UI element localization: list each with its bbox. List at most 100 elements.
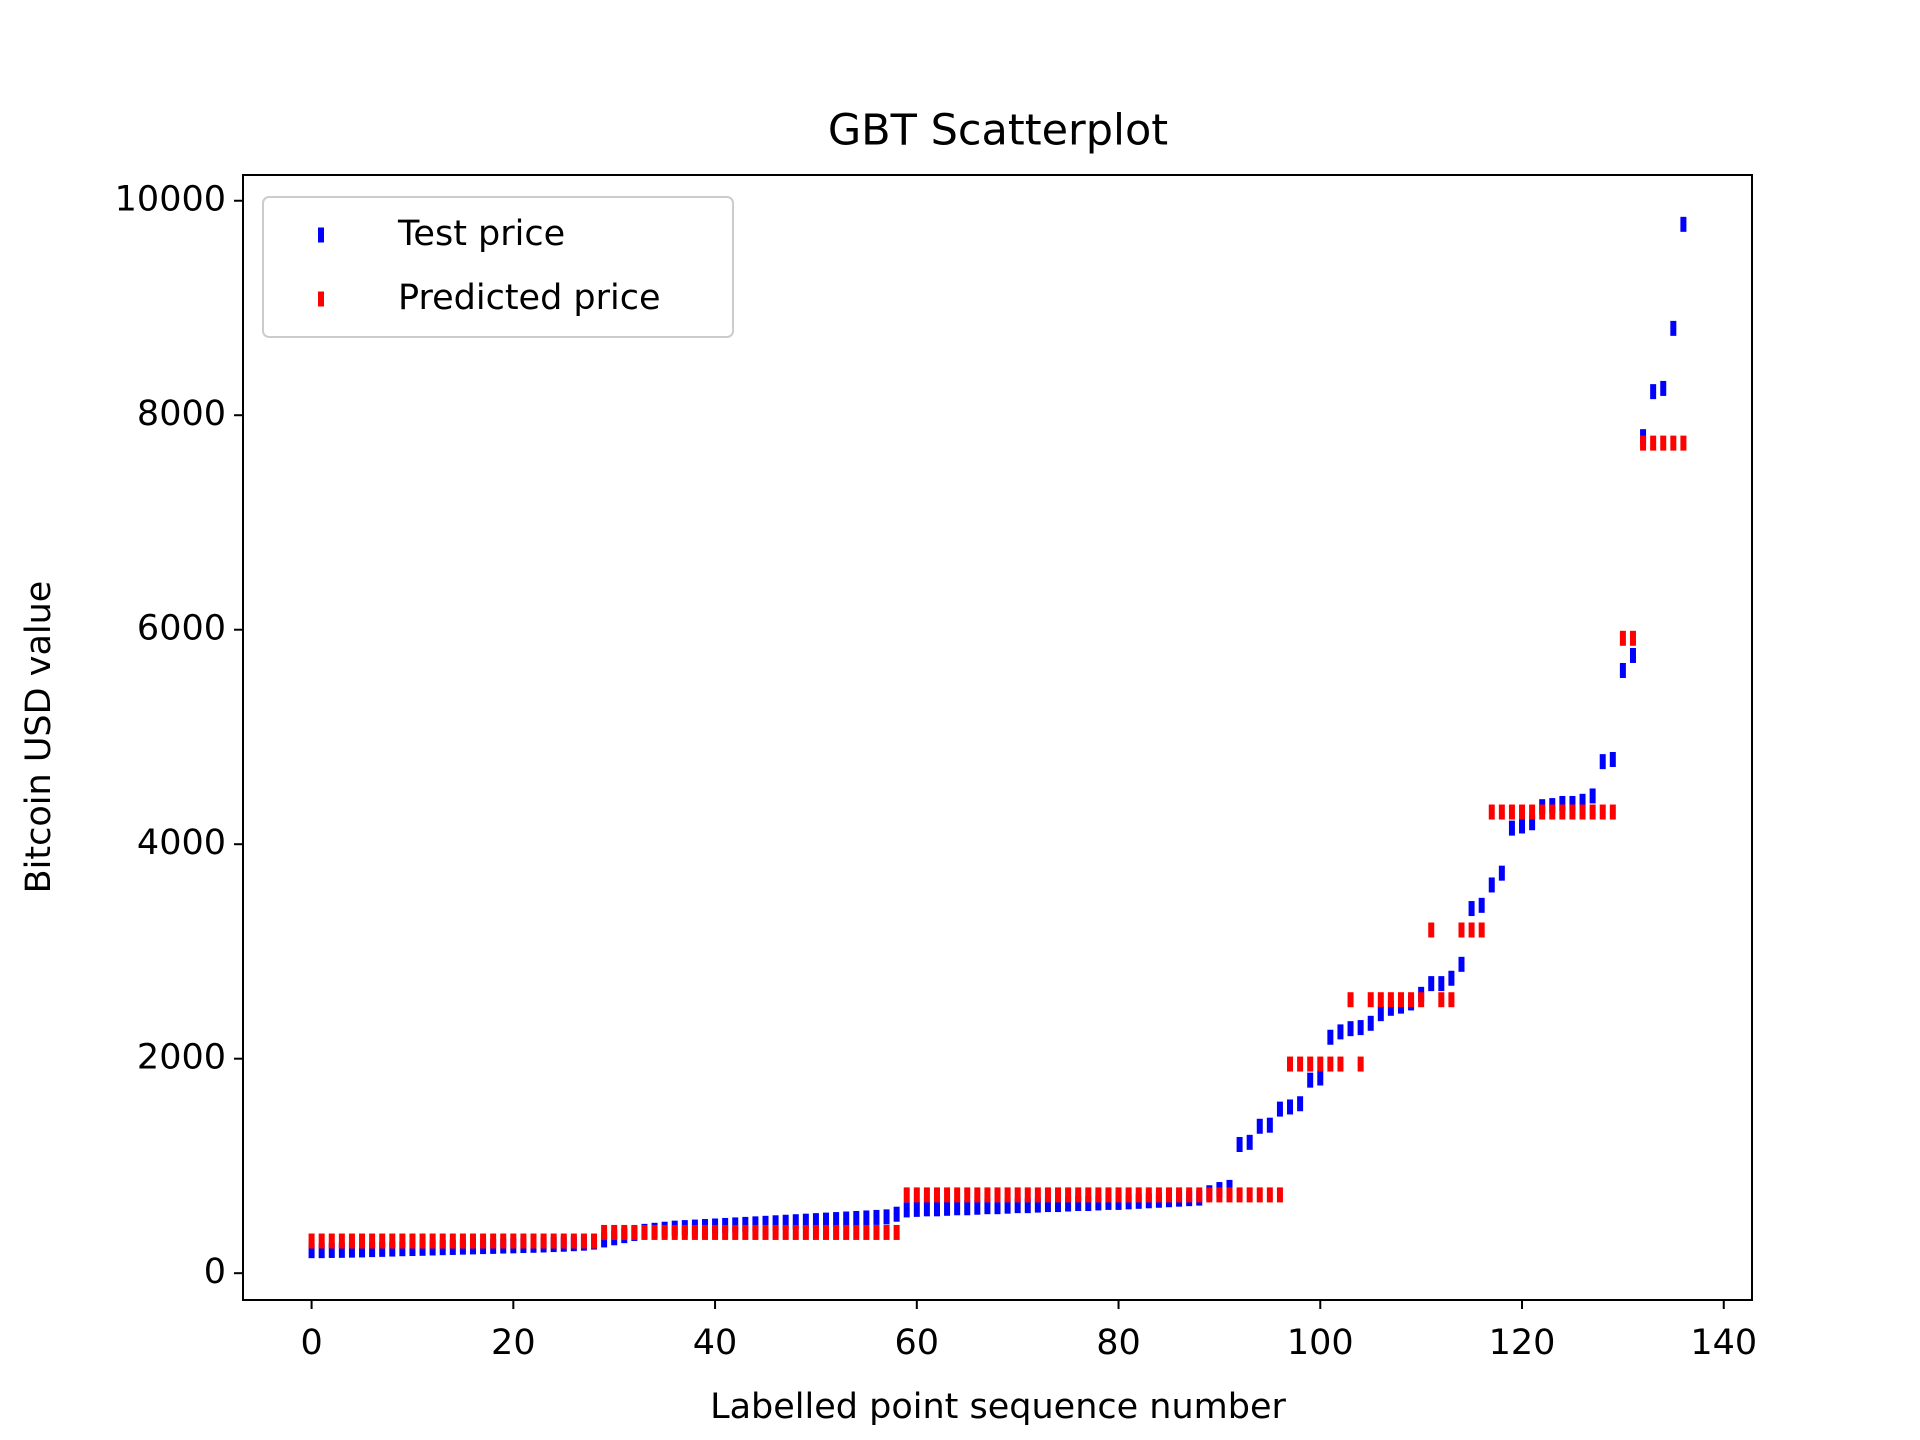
data-point (490, 1233, 497, 1249)
data-point (1367, 992, 1374, 1008)
data-point (1609, 751, 1616, 767)
data-point (1105, 1187, 1112, 1203)
data-point (1186, 1187, 1193, 1203)
data-point (1236, 1136, 1243, 1152)
data-point (1448, 992, 1455, 1008)
data-point (661, 1224, 668, 1240)
data-point (1478, 897, 1485, 913)
data-point (933, 1201, 940, 1217)
data-point (752, 1216, 759, 1232)
data-point (712, 1224, 719, 1240)
data-point (1337, 1056, 1344, 1072)
y-tick-label: 0 (204, 1252, 226, 1292)
data-point (1519, 804, 1526, 820)
data-point (1559, 804, 1566, 820)
data-point (1640, 435, 1647, 451)
data-point (1055, 1197, 1062, 1213)
data-point (459, 1233, 466, 1249)
data-point (1095, 1195, 1102, 1211)
data-point (1377, 992, 1384, 1008)
data-point (792, 1214, 799, 1230)
data-point (1014, 1198, 1021, 1214)
data-point (1105, 1194, 1112, 1210)
data-point (954, 1187, 961, 1203)
data-point (1418, 992, 1425, 1008)
data-point (1397, 992, 1404, 1008)
data-point (1034, 1197, 1041, 1213)
data-point (853, 1210, 860, 1226)
data-point (1609, 804, 1616, 820)
data-point (1549, 804, 1556, 820)
data-point (1387, 1000, 1394, 1016)
x-tick-label: 40 (693, 1323, 738, 1363)
data-point (1256, 1187, 1263, 1203)
data-point (1297, 1056, 1304, 1072)
data-point (1327, 1056, 1334, 1072)
data-point (1266, 1187, 1273, 1203)
data-point (1650, 384, 1657, 400)
data-point (591, 1233, 598, 1249)
data-point (843, 1211, 850, 1227)
data-point (1004, 1187, 1011, 1203)
data-point (379, 1241, 386, 1257)
y-axis-label: Bitcoin USD value (19, 581, 59, 894)
data-point (1589, 804, 1596, 820)
data-point (802, 1224, 809, 1240)
data-point (1650, 435, 1657, 451)
data-point (1428, 922, 1435, 938)
data-point (1236, 1187, 1243, 1203)
data-point (570, 1233, 577, 1249)
data-point (1508, 804, 1515, 820)
data-point (1024, 1187, 1031, 1203)
data-point (883, 1224, 890, 1240)
data-point (1498, 804, 1505, 820)
legend-marker (318, 291, 324, 307)
data-point (1307, 1072, 1314, 1088)
data-point (1075, 1195, 1082, 1211)
data-point (1680, 216, 1687, 232)
data-point (409, 1241, 416, 1257)
data-point (1629, 647, 1636, 663)
data-point (1670, 435, 1677, 451)
data-point (1246, 1134, 1253, 1150)
x-tick-label: 120 (1489, 1323, 1556, 1363)
legend-box (262, 196, 734, 338)
data-point (802, 1213, 809, 1229)
data-point (1529, 804, 1536, 820)
data-point (1044, 1197, 1051, 1213)
data-point (550, 1233, 557, 1249)
data-point (1387, 992, 1394, 1008)
data-point (752, 1224, 759, 1240)
data-point (359, 1242, 366, 1258)
chart-title: GBT Scatterplot (828, 106, 1168, 156)
data-point (893, 1206, 900, 1222)
data-point (1670, 320, 1677, 336)
data-point (923, 1187, 930, 1203)
data-point (1226, 1179, 1233, 1195)
data-point (469, 1233, 476, 1249)
y-tick-label: 8000 (137, 394, 226, 434)
data-point (1347, 1021, 1354, 1037)
data-point (389, 1233, 396, 1249)
data-point (1488, 877, 1495, 893)
data-point (1367, 1015, 1374, 1031)
data-point (1287, 1056, 1294, 1072)
data-point (671, 1224, 678, 1240)
data-point (429, 1233, 436, 1249)
data-point (601, 1224, 608, 1240)
data-point (1024, 1198, 1031, 1214)
data-point (933, 1187, 940, 1203)
data-point (359, 1233, 366, 1249)
data-point (318, 1233, 325, 1249)
data-point (560, 1233, 567, 1249)
data-point (1327, 1029, 1334, 1045)
data-point (1276, 1101, 1283, 1117)
data-point (1599, 804, 1606, 820)
legend-label: Test price (397, 214, 565, 254)
data-point (1589, 788, 1596, 804)
data-point (1569, 804, 1576, 820)
data-point (944, 1187, 951, 1203)
data-point (348, 1233, 355, 1249)
data-point (903, 1202, 910, 1218)
data-point (1539, 804, 1546, 820)
